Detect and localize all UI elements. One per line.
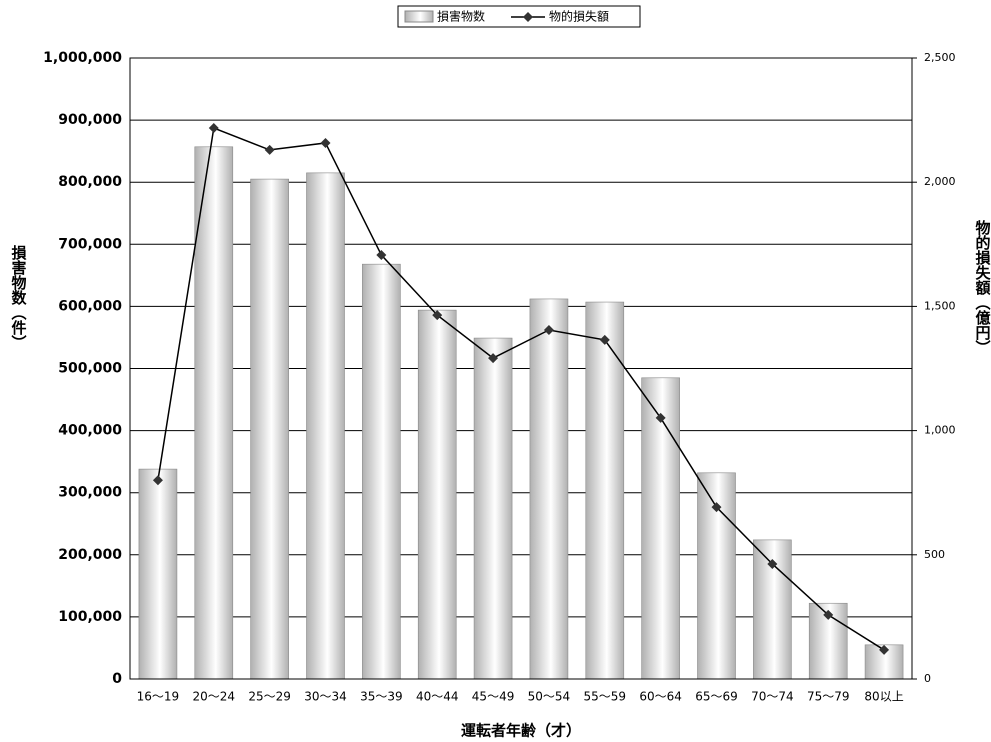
- y2-tick-label: 0: [924, 672, 931, 685]
- legend-swatch: [404, 10, 434, 23]
- x-tick-label: 20～24: [193, 690, 236, 704]
- marker: [655, 412, 666, 423]
- line: [157, 127, 885, 651]
- marker: [264, 144, 275, 155]
- y-tick-label: 200,000: [58, 547, 122, 563]
- y-axis-label: 損害物数（件）: [10, 244, 28, 350]
- x-tick-label: 80以上: [864, 690, 903, 704]
- marker: [823, 609, 834, 620]
- y-tick-label: 500,000: [58, 361, 122, 377]
- marker: [879, 644, 890, 655]
- marker: [711, 502, 722, 513]
- marker: [599, 334, 610, 345]
- x-tick-label: 25～29: [248, 690, 291, 704]
- bar: [138, 468, 178, 680]
- bar: [641, 377, 680, 680]
- y-tick-label: 0: [112, 671, 122, 687]
- y2-axis-label: 物的損失額（億円）: [974, 219, 991, 355]
- y-tick-label: 800,000: [58, 174, 122, 190]
- x-tick-label: 70～74: [751, 690, 794, 704]
- marker: [543, 324, 554, 335]
- marker: [152, 475, 163, 486]
- legend-label: 損害物数: [437, 9, 485, 24]
- marker: [208, 123, 219, 134]
- x-tick-label: 60～64: [639, 690, 682, 704]
- x-tick-label: 35～39: [360, 690, 403, 704]
- bar: [585, 301, 625, 680]
- y-tick-label: 1,000,000: [43, 50, 122, 66]
- x-tick-label: 16～19: [137, 690, 180, 704]
- marker: [767, 558, 778, 569]
- y-tick-label: 100,000: [58, 609, 122, 625]
- x-tick-label: 75～79: [807, 690, 850, 704]
- y2-tick-label: 500: [924, 548, 945, 561]
- y2-tick-label: 1,000: [924, 424, 956, 437]
- y-tick-label: 900,000: [58, 112, 122, 128]
- x-tick-label: 65～69: [695, 690, 738, 704]
- marker: [432, 310, 443, 321]
- bar: [362, 263, 401, 680]
- bar: [529, 298, 569, 680]
- y2-tick-label: 1,500: [924, 299, 956, 312]
- bar: [306, 172, 345, 680]
- y-tick-label: 400,000: [58, 423, 122, 439]
- marker: [488, 353, 499, 364]
- bar: [250, 178, 289, 680]
- x-axis-label: 運転者年齢（才）: [461, 722, 581, 740]
- legend-label: 物的損失額: [549, 9, 609, 24]
- legend-marker: [523, 12, 533, 22]
- y-tick-label: 600,000: [58, 298, 122, 314]
- x-tick-label: 30～34: [304, 690, 347, 704]
- marker: [320, 137, 331, 148]
- x-tick-label: 55～59: [584, 690, 627, 704]
- y-tick-label: 300,000: [58, 485, 122, 501]
- bar: [473, 337, 513, 680]
- bar: [417, 309, 457, 680]
- y2-tick-label: 2,500: [924, 51, 956, 64]
- marker: [376, 249, 387, 260]
- x-tick-label: 45～49: [472, 690, 515, 704]
- y2-tick-label: 2,000: [924, 175, 956, 188]
- y-tick-label: 700,000: [58, 236, 122, 252]
- x-tick-label: 50～54: [528, 690, 571, 704]
- plot-border: [129, 57, 913, 680]
- x-tick-label: 40～44: [416, 690, 459, 704]
- bar: [194, 146, 234, 680]
